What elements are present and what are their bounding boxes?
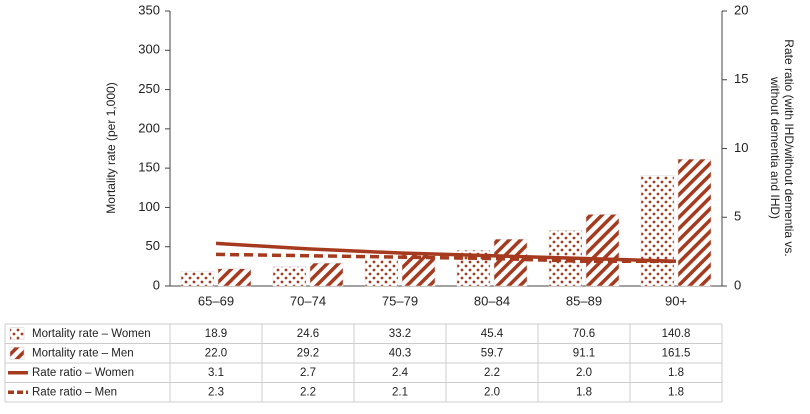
table-value: 2.2: [300, 386, 316, 398]
y2-tick-label: 5: [734, 209, 741, 224]
bar: [309, 262, 344, 287]
table-value: 24.6: [297, 328, 319, 340]
legend-swatch: [9, 347, 25, 360]
table-value: 33.2: [389, 328, 411, 340]
table-value: 2.0: [576, 367, 592, 379]
line: [215, 252, 676, 263]
table-value: 2.2: [484, 367, 500, 379]
y2-axis-label: Rate ratio (with IHD/without dementia vs…: [782, 39, 796, 256]
line: [215, 241, 677, 263]
table-value: 2.7: [300, 367, 316, 379]
y2-tick-label: 0: [734, 277, 741, 292]
x-tick-label: 65–69: [198, 293, 234, 308]
table-value: 40.3: [389, 347, 411, 359]
bar: [364, 259, 399, 287]
table-value: 22.0: [205, 347, 227, 359]
x-tick-label: 90+: [665, 293, 687, 308]
bar: [180, 270, 215, 287]
legend-label: Mortality rate – Women: [32, 328, 151, 340]
table-value: 59.7: [481, 347, 503, 359]
y2-axis-label: without dementia and IHD): [768, 76, 782, 219]
y-tick-label: 300: [138, 42, 160, 57]
bar: [493, 238, 528, 287]
table-value: 18.9: [205, 328, 227, 340]
bar: [585, 214, 620, 287]
bar: [640, 175, 675, 287]
x-tick-label: 70–74: [290, 293, 326, 308]
y2-tick-label: 15: [734, 71, 748, 86]
bar: [217, 268, 252, 287]
table-value: 2.4: [392, 367, 409, 379]
legend-label: Rate ratio – Women: [32, 367, 134, 379]
y-tick-label: 100: [138, 199, 160, 214]
table-value: 2.0: [484, 386, 500, 398]
table-value: 1.8: [668, 367, 684, 379]
legend-label: Mortality rate – Men: [32, 347, 134, 359]
x-tick-label: 75–79: [382, 293, 418, 308]
table-value: 45.4: [481, 328, 504, 340]
y-tick-label: 350: [138, 2, 160, 17]
table-value: 2.3: [208, 386, 224, 398]
table-value: 1.8: [668, 386, 684, 398]
table-value: 140.8: [662, 328, 691, 340]
y2-tick-label: 10: [734, 140, 748, 155]
y-tick-label: 200: [138, 120, 160, 135]
y-axis-label: Mortality rate (per 1,000): [104, 82, 118, 213]
table-value: 70.6: [573, 328, 595, 340]
y2-tick-label: 20: [734, 2, 748, 17]
x-tick-label: 85–89: [566, 293, 602, 308]
y-tick-label: 250: [138, 81, 160, 96]
bar: [677, 158, 712, 287]
y-tick-label: 0: [153, 277, 160, 292]
legend-label: Rate ratio – Men: [32, 386, 117, 398]
legend-swatch: [9, 327, 25, 340]
table-value: 161.5: [662, 347, 691, 359]
table-value: 91.1: [573, 347, 595, 359]
bar: [401, 254, 436, 287]
x-tick-label: 80–84: [474, 293, 510, 308]
y-tick-label: 150: [138, 160, 160, 175]
table-value: 29.2: [297, 347, 319, 359]
y-tick-label: 50: [146, 238, 160, 253]
table-value: 3.1: [208, 367, 224, 379]
table-value: 2.1: [392, 386, 408, 398]
table-value: 1.8: [576, 386, 592, 398]
bar: [272, 266, 307, 287]
